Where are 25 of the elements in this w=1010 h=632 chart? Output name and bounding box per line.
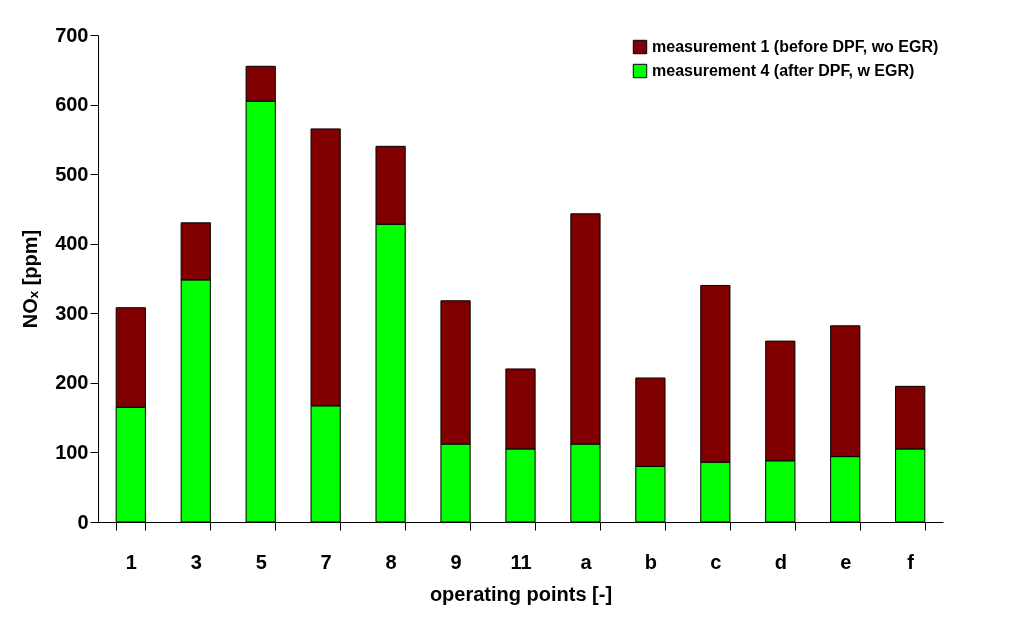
y-tick-label: 100	[55, 440, 89, 463]
x-tick-label: 9	[450, 550, 462, 573]
x-tick-label: c	[710, 550, 722, 573]
x-tick-label: 11	[510, 550, 532, 573]
y-axis-title: NOₓ [ppm]	[19, 229, 42, 329]
y-tick-label: 700	[55, 23, 89, 46]
y-tick-label: 400	[55, 232, 89, 255]
y-tick-label: 500	[55, 162, 89, 185]
x-tick-label: 1	[125, 550, 137, 573]
x-tick-label: b	[644, 550, 658, 573]
legend-label: measurement 1 (before DPF, wo EGR)	[652, 38, 939, 55]
x-tick-label: a	[580, 550, 593, 573]
x-tick-label: 5	[255, 550, 267, 573]
legend-label: measurement 4 (after DPF, w EGR)	[652, 62, 915, 79]
x-tick-label: 7	[320, 550, 332, 573]
y-tick-label: 0	[77, 510, 89, 533]
x-tick-label: f	[907, 550, 915, 573]
x-tick-label: d	[774, 550, 787, 573]
y-tick-label: 200	[55, 371, 89, 394]
x-tick-label: 8	[385, 550, 397, 573]
y-tick-label: 600	[55, 93, 89, 116]
y-tick-label: 300	[55, 301, 89, 324]
x-axis-title: operating points [-]	[429, 582, 613, 605]
x-tick-label: e	[840, 550, 852, 573]
x-tick-label: 3	[190, 550, 202, 573]
